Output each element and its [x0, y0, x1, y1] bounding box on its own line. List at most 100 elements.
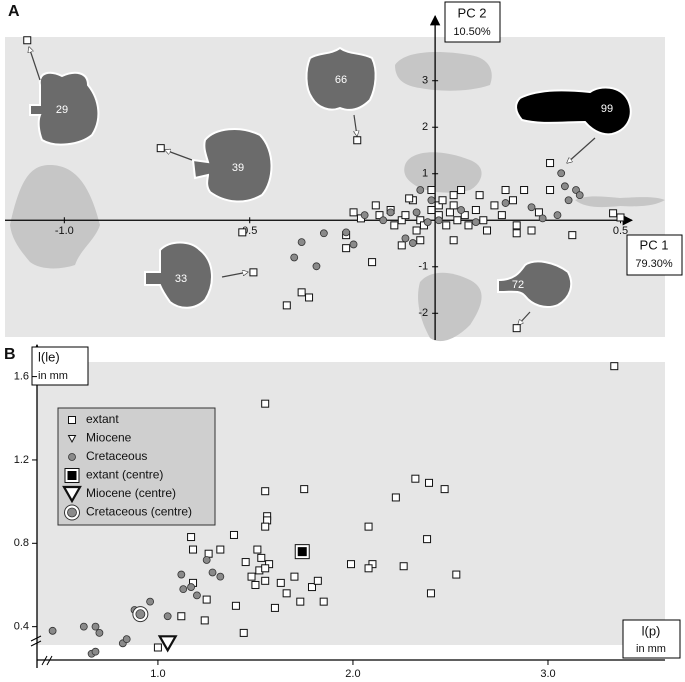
point	[364, 564, 373, 573]
point	[460, 211, 469, 220]
point	[401, 211, 410, 220]
point	[179, 585, 188, 594]
point	[208, 568, 217, 577]
y-axis-label: PC 2	[458, 5, 487, 20]
point	[412, 226, 421, 235]
shape-label: 33	[175, 273, 187, 285]
point	[557, 169, 566, 178]
point	[497, 211, 506, 220]
point	[202, 556, 211, 564]
point	[307, 583, 316, 592]
x-axis-label-sub: in mm	[636, 643, 666, 655]
point	[270, 603, 279, 612]
point	[452, 570, 461, 579]
point	[546, 159, 555, 168]
point	[527, 203, 536, 212]
point	[216, 545, 225, 554]
point	[534, 208, 543, 217]
centre-point	[132, 606, 149, 623]
point	[349, 240, 358, 249]
axis-label-box	[622, 619, 681, 659]
point	[247, 572, 256, 581]
panel-label: A	[8, 3, 20, 20]
point	[553, 211, 562, 220]
point	[449, 236, 458, 245]
point	[399, 562, 408, 571]
point	[427, 186, 436, 195]
axis-label-box	[444, 1, 501, 43]
point	[423, 218, 432, 227]
legend-marker	[68, 453, 76, 461]
point	[405, 194, 414, 203]
point	[253, 545, 262, 554]
point	[546, 186, 555, 195]
y-tick-label: -2	[418, 307, 428, 319]
point	[261, 399, 270, 408]
y-axis-label-sub: 10.50%	[453, 26, 491, 38]
point	[261, 564, 270, 573]
y-tick-label: 1	[422, 168, 428, 180]
point	[156, 144, 165, 153]
point	[379, 216, 388, 225]
point	[241, 558, 250, 567]
legend-marker	[62, 485, 82, 504]
point	[610, 362, 619, 371]
point	[349, 208, 358, 217]
x-tick-label: 0.5	[613, 225, 628, 237]
point	[375, 211, 384, 220]
point	[449, 191, 458, 200]
point	[512, 324, 521, 333]
centre-point	[294, 544, 310, 560]
point	[464, 221, 473, 230]
centre-core	[135, 609, 146, 620]
point	[79, 622, 88, 631]
point	[442, 221, 451, 230]
x-tick-label: 3.0	[540, 668, 555, 680]
point	[91, 647, 100, 656]
point	[425, 478, 434, 487]
point	[560, 182, 569, 191]
point	[48, 626, 57, 635]
point	[390, 221, 399, 230]
y-tick-label: 1.2	[14, 454, 29, 466]
point	[397, 241, 406, 250]
point	[427, 206, 436, 215]
y-tick-label: 0.8	[14, 537, 29, 549]
centre-point	[157, 635, 178, 653]
point	[453, 216, 462, 225]
axis-label-box	[31, 346, 89, 386]
point	[401, 234, 410, 243]
point	[568, 231, 577, 240]
point	[229, 530, 238, 539]
point	[368, 258, 377, 267]
point	[296, 597, 305, 606]
point	[261, 576, 270, 585]
point	[490, 201, 499, 210]
point	[364, 522, 373, 531]
legend-marker	[64, 468, 80, 483]
point	[216, 572, 225, 581]
x-tick-label: 1.0	[150, 668, 165, 680]
point	[471, 218, 480, 227]
panel-label: B	[4, 346, 16, 363]
point	[616, 213, 625, 222]
point	[290, 572, 299, 581]
shape-label: 72	[512, 279, 524, 291]
point	[95, 629, 104, 637]
point	[449, 201, 458, 210]
point	[276, 578, 285, 587]
point	[342, 228, 351, 237]
point	[512, 221, 521, 230]
point	[319, 597, 328, 606]
y-tick-label: 0.4	[14, 621, 29, 633]
point	[238, 228, 247, 237]
point	[538, 214, 547, 223]
y-tick-label: -1	[418, 261, 428, 273]
point	[360, 211, 369, 220]
point	[91, 622, 100, 631]
point	[200, 616, 209, 625]
point	[412, 208, 421, 217]
point	[391, 493, 400, 502]
point	[290, 253, 299, 262]
